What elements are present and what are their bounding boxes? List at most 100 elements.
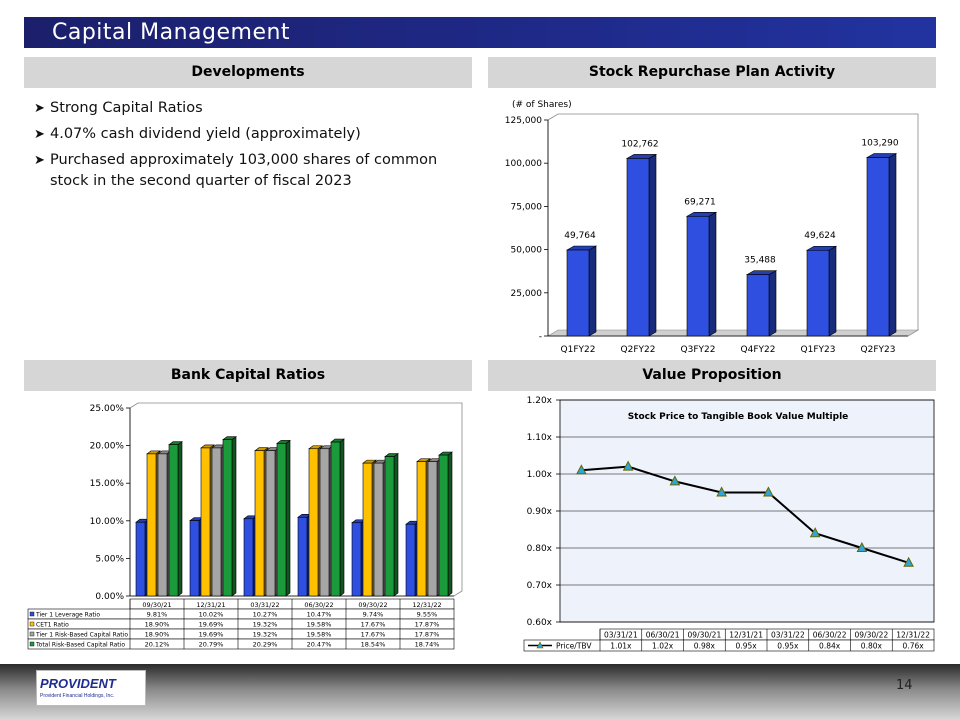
legend-label: CET1 Ratio	[36, 622, 69, 629]
list-item: ➤ 4.07% cash dividend yield (approximatel…	[34, 124, 474, 145]
repurchase-value-label: 103,290	[861, 139, 898, 149]
capital-ratios-header: Bank Capital Ratios	[24, 360, 472, 391]
logo-name: PROVIDENT	[40, 676, 116, 691]
table-cell: 20.47%	[307, 641, 332, 649]
table-header-cell: 03/31/22	[771, 631, 805, 640]
logo	[36, 670, 146, 706]
y-tick-label: -	[539, 332, 542, 342]
table-cell: 1.02x	[652, 642, 674, 651]
list-item: ➤ Purchased approximately 103,000 shares …	[34, 150, 474, 192]
table-header-cell: 12/31/21	[196, 601, 225, 609]
price-tbv-point	[716, 486, 727, 497]
table-header-cell: 06/30/21	[646, 631, 680, 640]
table-cell: 19.32%	[253, 631, 278, 639]
legend-label: Tier 1 Leverage Ratio	[35, 612, 100, 619]
legend-label: Price/TBV	[556, 642, 592, 651]
y-tick-label: 20.00%	[90, 442, 125, 452]
table-header-cell: 09/30/22	[358, 601, 387, 609]
table-header-cell: 03/31/21	[604, 631, 638, 640]
developments-list: ➤ Strong Capital Ratios ➤ 4.07% cash divid…	[34, 98, 474, 197]
table-cell: 10.27%	[253, 611, 278, 619]
table-cell: 10.02%	[199, 611, 224, 619]
table-cell: 20.12%	[145, 641, 170, 649]
capital-ratio-bar	[276, 439, 291, 597]
table-header-cell: 12/31/22	[896, 631, 930, 640]
table-header-cell: 03/31/22	[250, 601, 279, 609]
price-tbv-point	[903, 556, 914, 567]
price-tbv-point	[763, 486, 774, 497]
y-tick-label: 1.20x	[527, 396, 553, 406]
table-cell: 18.54%	[361, 641, 386, 649]
y-tick-label: 10.00%	[90, 517, 125, 527]
price-tbv-point	[576, 464, 587, 475]
table-header-cell: 09/30/22	[855, 631, 889, 640]
capital-ratio-bar	[168, 441, 183, 597]
legend-label: Tier 1 Risk-Based Capital Ratio	[35, 632, 128, 639]
legend-label: Total Risk-Based Capital Ratio	[35, 642, 125, 649]
table-cell: 17.67%	[361, 621, 386, 629]
table-cell: 10.47%	[307, 611, 332, 619]
y-tick-label: 1.10x	[527, 433, 553, 443]
price-tbv-point	[856, 541, 868, 552]
footer-bar	[0, 664, 960, 720]
y-tick-label: 0.90x	[527, 507, 553, 517]
list-item: ➤ Strong Capital Ratios	[34, 98, 474, 119]
x-tick-label: Q2FY22	[621, 345, 656, 355]
logo-subtitle: Provident Financial Holdings, Inc.	[40, 693, 115, 699]
price-tbv-line	[581, 465, 909, 564]
price-tbv-point	[809, 527, 821, 538]
table-cell: 19.58%	[307, 621, 332, 629]
table-cell: 20.29%	[253, 641, 278, 649]
value-proposition-header: Value Proposition	[488, 360, 936, 391]
y-axis-title: (# of Shares)	[512, 100, 572, 110]
capital-ratios-chart: 0.00% 5.00% 10.00% 15.00% 20.00% 25.00% 09/30/…	[27, 402, 463, 650]
table-cell: 0.84x	[819, 642, 841, 651]
repurchase-value-label: 69,271	[684, 197, 716, 207]
repurchase-bar	[565, 245, 598, 337]
page-number: 14	[896, 678, 913, 693]
table-header-cell: 06/30/22	[304, 601, 333, 609]
table-cell: 20.79%	[199, 641, 224, 649]
x-tick-label: Q4FY22	[741, 345, 776, 355]
table-cell: 0.80x	[861, 642, 883, 651]
price-tbv-chart: 0.60x 0.70x 0.80x 0.90x 1.00x 1.10x 1.20x Stock…	[523, 396, 935, 652]
table-cell: 9.55%	[417, 611, 438, 619]
arrow-bullet-icon: ➤	[34, 153, 45, 168]
bullet-text: Purchased approximately 103,000 shares o…	[50, 152, 438, 189]
y-tick-label: 25.00%	[90, 404, 125, 414]
repurchase-value-label: 49,624	[804, 231, 836, 241]
bullet-text: Strong Capital Ratios	[50, 100, 203, 116]
table-cell: 18.90%	[145, 631, 170, 639]
y-tick-label: 15.00%	[90, 479, 125, 489]
arrow-bullet-icon: ➤	[34, 127, 45, 142]
table-cell: 17.87%	[415, 621, 440, 629]
y-tick-label: 125,000	[505, 116, 542, 126]
legend-marker	[536, 641, 544, 649]
table-header-cell: 09/30/21	[688, 631, 722, 640]
capital-ratio-bar	[222, 436, 237, 597]
chart-title: Stock Price to Tangible Book Value Multi…	[628, 412, 849, 422]
price-tbv-point	[622, 460, 634, 471]
table-cell: 0.95x	[736, 642, 758, 651]
table-cell: 17.87%	[415, 631, 440, 639]
legend-swatch	[29, 611, 35, 617]
y-tick-label: 0.00%	[95, 592, 124, 602]
table-cell: 18.90%	[145, 621, 170, 629]
y-tick-label: 1.00x	[527, 470, 553, 480]
legend-swatch	[29, 641, 35, 647]
page-title: Capital Management	[52, 20, 291, 45]
repurchase-value-label: 49,764	[564, 231, 596, 241]
repurchase-value-label: 102,762	[621, 139, 658, 149]
capital-ratios-table: 09/30/21 12/31/21 03/31/22 06/30/22 09/30/22…	[27, 598, 455, 650]
y-tick-label: 25,000	[511, 289, 543, 299]
x-tick-label: Q3FY22	[681, 345, 716, 355]
repurchase-value-label: 35,488	[744, 256, 776, 266]
legend-swatch	[29, 631, 35, 637]
table-cell: 19.69%	[199, 631, 224, 639]
y-tick-label: 5.00%	[95, 554, 124, 564]
table-header-cell: 12/31/22	[412, 601, 441, 609]
table-cell: 9.74%	[363, 611, 384, 619]
y-tick-label: 0.70x	[527, 581, 553, 591]
table-cell: 1.01x	[610, 642, 632, 651]
repurchase-header: Stock Repurchase Plan Activity	[488, 57, 936, 88]
